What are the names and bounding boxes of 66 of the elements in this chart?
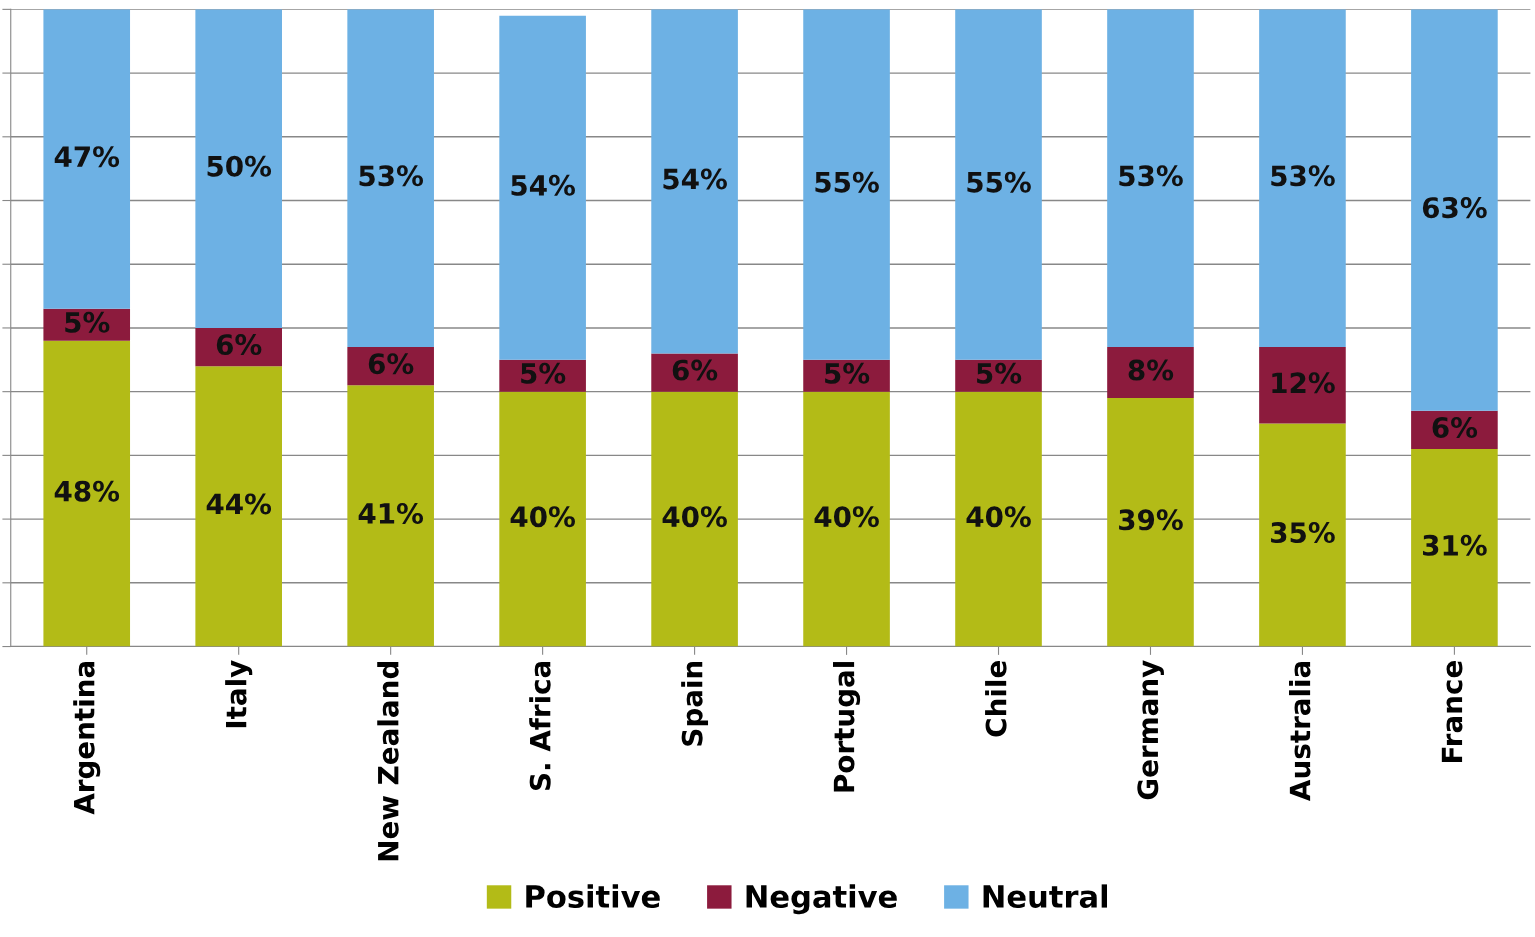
bar bbox=[803, 391, 890, 647]
data-label: 53% bbox=[1271, 165, 1335, 187]
data-label: 40% bbox=[510, 506, 575, 528]
data-label: 55% bbox=[967, 171, 1031, 193]
bar bbox=[499, 15, 586, 360]
x-tick-label: Germany bbox=[1137, 660, 1164, 800]
data-label: 35% bbox=[1271, 522, 1335, 544]
bar bbox=[651, 391, 738, 647]
x-tick-label: New Zealand bbox=[377, 662, 399, 861]
x-tick-label: France bbox=[1441, 661, 1463, 762]
bar bbox=[1107, 398, 1194, 647]
bar bbox=[955, 391, 1042, 647]
x-tick-label: Argentina bbox=[73, 661, 101, 815]
data-label: 5% bbox=[825, 362, 870, 384]
bar bbox=[43, 9, 131, 309]
data-label: 40% bbox=[662, 506, 727, 528]
data-label: 53% bbox=[359, 165, 424, 187]
legend-label: Negative bbox=[746, 884, 897, 915]
data-label: 63% bbox=[1422, 197, 1487, 219]
bar bbox=[347, 9, 434, 348]
bar bbox=[499, 391, 586, 647]
data-label: 41% bbox=[358, 502, 424, 524]
data-label: 5% bbox=[521, 362, 566, 384]
data-label: 55% bbox=[815, 171, 879, 193]
data-label: 47% bbox=[54, 146, 120, 168]
bar bbox=[195, 9, 282, 328]
bar bbox=[1411, 449, 1498, 647]
x-tick-label: Australia bbox=[1289, 661, 1311, 801]
x-tick-label: S. Africa bbox=[529, 661, 551, 790]
data-label: 6% bbox=[368, 353, 414, 375]
data-label: 8% bbox=[1128, 359, 1174, 381]
bar bbox=[347, 385, 434, 647]
bar bbox=[1411, 9, 1498, 411]
bar bbox=[1259, 9, 1346, 348]
data-label: 40% bbox=[966, 506, 1031, 528]
data-label: 6% bbox=[1432, 416, 1478, 438]
bar bbox=[195, 366, 282, 647]
bar bbox=[1107, 347, 1194, 399]
bar bbox=[955, 9, 1042, 360]
data-label: 12% bbox=[1272, 372, 1335, 394]
x-tick-label: Portugal bbox=[833, 662, 861, 792]
data-label: 50% bbox=[207, 155, 272, 177]
x-tick-label: Italy bbox=[225, 660, 253, 728]
data-label: 48% bbox=[54, 480, 120, 502]
legend-label: Neutral bbox=[983, 884, 1108, 909]
bar bbox=[1107, 9, 1194, 348]
data-label: 54% bbox=[663, 168, 727, 190]
data-label: 44% bbox=[206, 493, 272, 515]
data-label: 5% bbox=[977, 362, 1022, 384]
data-label: 53% bbox=[1119, 165, 1183, 187]
data-label: 6% bbox=[672, 359, 718, 381]
x-tick-label: Spain bbox=[681, 661, 709, 746]
bar bbox=[1259, 423, 1346, 647]
bar bbox=[803, 9, 890, 360]
data-label: 54% bbox=[511, 174, 575, 196]
data-label: 31% bbox=[1423, 534, 1487, 556]
data-label: 39% bbox=[1119, 509, 1183, 531]
legend-label: Positive bbox=[526, 884, 660, 909]
bar bbox=[43, 340, 131, 647]
data-label: 5% bbox=[65, 311, 110, 333]
x-tick-label: Chile bbox=[985, 661, 1007, 737]
bar bbox=[651, 353, 738, 392]
data-label: 40% bbox=[814, 506, 879, 528]
data-label: 6% bbox=[216, 334, 262, 356]
bar bbox=[651, 9, 738, 354]
bar bbox=[1259, 347, 1346, 424]
